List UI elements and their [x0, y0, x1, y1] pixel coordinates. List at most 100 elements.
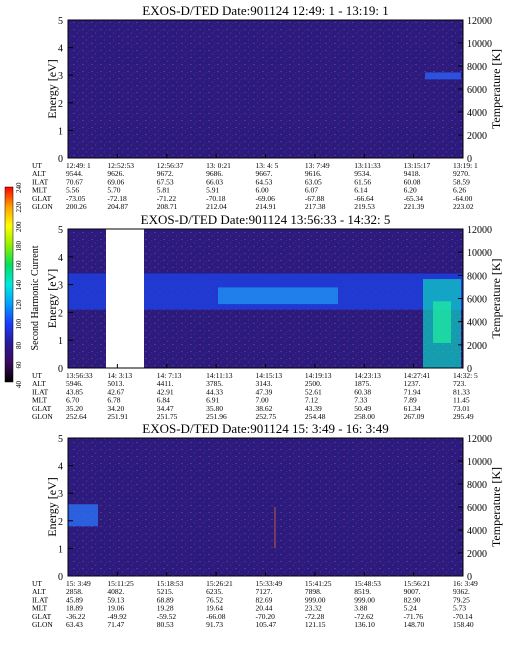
y-tick-label: 4 [58, 253, 63, 264]
ephemeris-value: 23.32 [305, 604, 322, 613]
ephemeris-row-label: UT [32, 371, 42, 380]
y2-tick-label: 0 [467, 154, 472, 165]
ephemeris-value: 82.69 [256, 595, 273, 604]
ephemeris-value: 13:19: 1 [453, 161, 478, 170]
ephemeris-value: 91.73 [206, 620, 223, 629]
ephemeris-value: 67.53 [157, 177, 174, 186]
ephemeris-value: 13: 7:49 [305, 161, 330, 170]
colorbar-tick-label: 80 [15, 342, 23, 350]
y2-axis-label: Temperature [K] [489, 467, 503, 547]
ephemeris-row-label: ILAT [32, 387, 49, 396]
ephemeris-value: 15: 3:49 [66, 579, 91, 588]
ephemeris-value: 105.47 [256, 620, 277, 629]
y2-tick-label: 6000 [467, 295, 487, 306]
ephemeris-value: 63.05 [305, 177, 322, 186]
ephemeris-value: 35.80 [206, 404, 223, 413]
y2-tick-label: 10000 [467, 457, 492, 468]
ephemeris-value: 43.85 [66, 387, 83, 396]
feature-gap [106, 229, 144, 368]
y-tick-label: 5 [58, 225, 63, 236]
ephemeris-value: 5.91 [206, 186, 219, 195]
ephemeris-value: -36.22 [66, 612, 86, 621]
ephemeris-value: 14:23:13 [354, 371, 381, 380]
ephemeris-value: 723. [453, 379, 466, 388]
ephemeris-value: -64.00 [453, 194, 473, 203]
ephemeris-value: 11.45 [453, 396, 470, 405]
y-tick-label: 2 [58, 99, 63, 110]
ephemeris-value: 6235. [206, 587, 223, 596]
y-axis-label: Energy [eV] [45, 477, 59, 536]
ephemeris-row-label: MLT [32, 604, 48, 613]
ephemeris-value: 9672. [157, 169, 174, 178]
ephemeris-value: -59.52 [157, 612, 177, 621]
ephemeris-value: 9686. [206, 169, 223, 178]
ephemeris-row-label: MLT [32, 396, 48, 405]
ephemeris-value: 9626. [107, 169, 124, 178]
ephemeris-value: 81.33 [453, 387, 470, 396]
ephemeris-value: 2500. [305, 379, 322, 388]
y2-tick-label: 4000 [467, 318, 487, 329]
y2-tick-label: 12000 [467, 434, 492, 445]
y2-tick-label: 2000 [467, 341, 487, 352]
ephemeris-value: 999.00 [305, 595, 326, 604]
ephemeris-row-label: ILAT [32, 177, 49, 186]
ephemeris-value: 6.70 [66, 396, 79, 405]
y-tick-label: 0 [58, 572, 63, 583]
y2-tick-label: 10000 [467, 39, 492, 50]
ephemeris-value: 6.20 [404, 186, 417, 195]
colorbar-tick-label: 120 [15, 299, 23, 310]
ephemeris-value: 76.52 [206, 595, 223, 604]
ephemeris-value: 6.91 [206, 396, 219, 405]
y2-axis-label: Temperature [K] [489, 258, 503, 338]
y-tick-label: 0 [58, 154, 63, 165]
ephemeris-value: 5.73 [453, 604, 466, 613]
ephemeris-value: 9534. [354, 169, 371, 178]
ephemeris-value: -70.20 [256, 612, 276, 621]
y-tick-label: 0 [58, 364, 63, 375]
y-tick-label: 3 [58, 281, 63, 292]
ephemeris-value: 6.14 [354, 186, 367, 195]
y-tick-label: 1 [58, 126, 63, 137]
ephemeris-value: 13: 0:21 [206, 161, 231, 170]
ephemeris-value: 251.96 [206, 412, 227, 421]
ephemeris-row-label: ILAT [32, 595, 49, 604]
y-tick-label: 2 [58, 517, 63, 528]
ephemeris-value: 45.89 [66, 595, 83, 604]
panel-2: EXOS-D/TED Date:901124 13:56:33 - 14:32:… [32, 212, 503, 421]
ephemeris-value: 13:15:17 [404, 161, 431, 170]
y2-tick-label: 4000 [467, 526, 487, 537]
ephemeris-value: 221.39 [404, 202, 425, 211]
ephemeris-value: 42.91 [157, 387, 174, 396]
ephemeris-row-label: GLAT [32, 612, 52, 621]
ephemeris-value: 15:33:49 [256, 579, 283, 588]
ephemeris-value: 9616. [305, 169, 322, 178]
ephemeris-value: 208.71 [157, 202, 178, 211]
ephemeris-value: 121.15 [305, 620, 326, 629]
ephemeris-value: -72.18 [107, 194, 127, 203]
ephemeris-value: 64.53 [256, 177, 273, 186]
ephemeris-value: 47.39 [256, 387, 273, 396]
colorbar-label: Second Harmonic Current [30, 245, 41, 350]
ephemeris-value: 8519. [354, 587, 371, 596]
y2-tick-label: 12000 [467, 225, 492, 236]
ephemeris-value: -66.08 [206, 612, 226, 621]
ephemeris-value: 16: 3:49 [453, 579, 478, 588]
ephemeris-row-label: ALT [32, 587, 46, 596]
ephemeris-row-label: ALT [32, 379, 46, 388]
y-tick-label: 5 [58, 16, 63, 27]
ephemeris-value: 14: 7:13 [157, 371, 182, 380]
ephemeris-row-label: GLON [32, 620, 53, 629]
y2-tick-label: 6000 [467, 503, 487, 514]
ephemeris-value: 212.04 [206, 202, 227, 211]
ephemeris-value: 13:56:33 [66, 371, 93, 380]
y-tick-label: 5 [58, 434, 63, 445]
ephemeris-value: 204.87 [107, 202, 128, 211]
ephemeris-value: 6.84 [157, 396, 170, 405]
ephemeris-value: 13:11:33 [354, 161, 381, 170]
ephemeris-value: 42.67 [107, 387, 124, 396]
ephemeris-value: 19.64 [206, 604, 223, 613]
ephemeris-value: 18.89 [66, 604, 83, 613]
feature-band [218, 287, 338, 305]
ephemeris-row-label: UT [32, 161, 42, 170]
